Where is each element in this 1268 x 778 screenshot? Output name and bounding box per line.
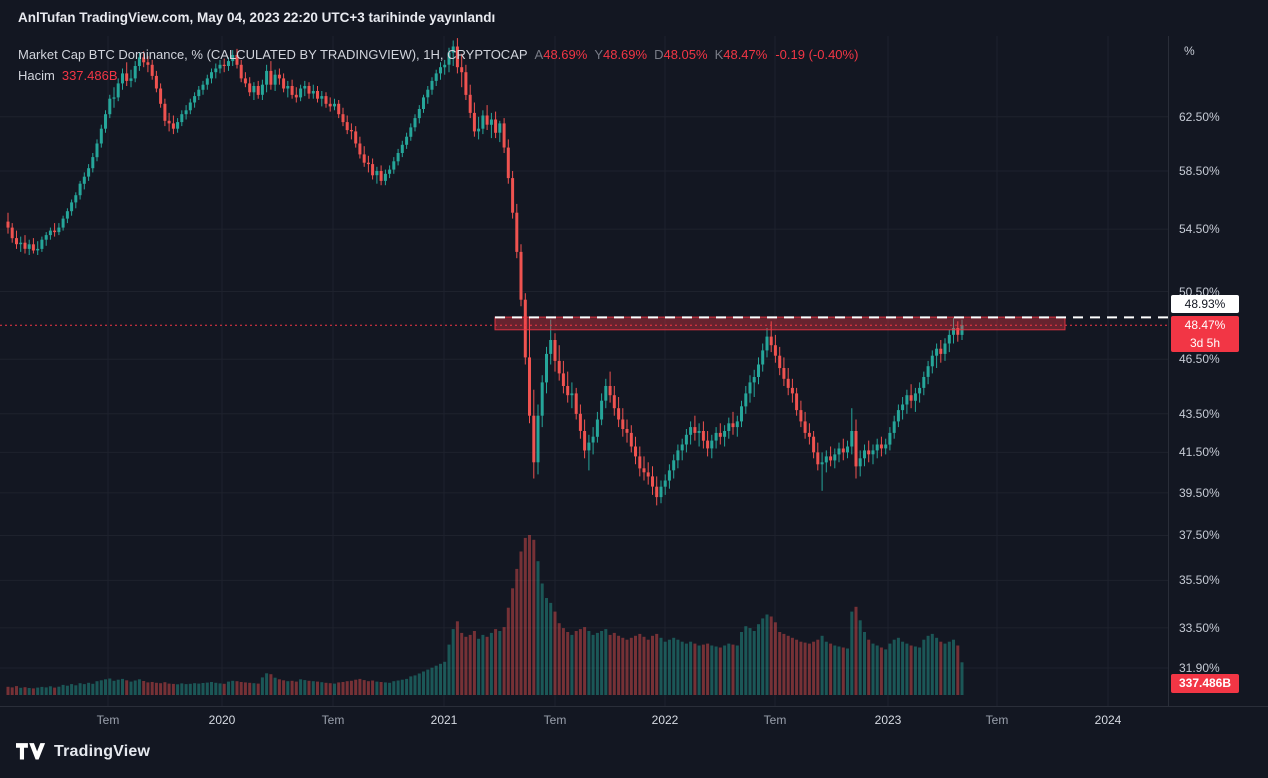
candlesticks bbox=[6, 38, 964, 506]
price-tick-label: 58.50% bbox=[1179, 164, 1220, 178]
price-tick-label: 31.90% bbox=[1179, 661, 1220, 675]
ohlc-value: 48.47% bbox=[723, 47, 768, 62]
time-tick-label: 2024 bbox=[1094, 713, 1122, 727]
volume-axis-text: 337.486B bbox=[1178, 676, 1232, 690]
time-scale-separator bbox=[0, 706, 1268, 707]
price-tick-label: 33.50% bbox=[1179, 621, 1220, 635]
legend-ohlc-values: A48.69% Y48.69% D48.05% K48.47% bbox=[528, 47, 768, 62]
ohlc-label: D bbox=[654, 47, 664, 62]
time-tick-label: 2021 bbox=[430, 713, 458, 727]
chart-legend: Market Cap BTC Dominance, % (CALCULATED … bbox=[18, 44, 858, 86]
ohlc-label: A bbox=[534, 47, 544, 62]
footer-brand[interactable]: TradingView bbox=[16, 742, 150, 761]
legend-line-symbol: Market Cap BTC Dominance, % (CALCULATED … bbox=[18, 44, 858, 65]
grid-lines bbox=[0, 36, 1168, 706]
volume-indicator-title[interactable]: Hacim bbox=[18, 68, 55, 83]
last-price-text: 48.47% bbox=[1184, 318, 1226, 332]
price-tick-label: 37.50% bbox=[1179, 528, 1220, 542]
price-tick-label: 54.50% bbox=[1179, 222, 1220, 236]
time-tick-label: Tem bbox=[763, 713, 787, 727]
volume-bars bbox=[6, 535, 964, 695]
bar-countdown-text: 3d 5h bbox=[1189, 336, 1221, 350]
time-tick-label: Tem bbox=[543, 713, 567, 727]
legend-change: -0.19 (-0.40%) bbox=[775, 47, 859, 62]
price-tick-label: 35.50% bbox=[1179, 573, 1220, 587]
time-tick-label: Tem bbox=[96, 713, 120, 727]
ohlc-label: Y bbox=[594, 47, 603, 62]
alert-price-label[interactable]: 48.93% bbox=[1171, 295, 1239, 313]
price-tick-label: 41.50% bbox=[1179, 445, 1220, 459]
publication-text: AnlTufan TradingView.com, May 04, 2023 2… bbox=[18, 10, 496, 25]
volume-axis-label: 337.486B bbox=[1171, 674, 1239, 693]
price-scale-separator bbox=[1168, 36, 1169, 706]
symbol-title[interactable]: Market Cap BTC Dominance, % (CALCULATED … bbox=[18, 47, 528, 62]
resistance-zone bbox=[494, 316, 1066, 331]
time-tick-label: Tem bbox=[321, 713, 345, 727]
price-tick-label: 39.50% bbox=[1179, 486, 1220, 500]
tradingview-brand-text: TradingView bbox=[54, 742, 151, 760]
time-tick-label: Tem bbox=[985, 713, 1009, 727]
price-scale-unit: % bbox=[1184, 44, 1195, 58]
tradingview-logo-icon bbox=[16, 743, 46, 760]
price-tick-label: 46.50% bbox=[1179, 352, 1220, 366]
price-tick-label: 43.50% bbox=[1179, 407, 1220, 421]
time-tick-label: 2023 bbox=[874, 713, 902, 727]
last-price-label: 48.47% 3d 5h bbox=[1171, 316, 1239, 352]
legend-line-volume: Hacim 337.486B bbox=[18, 65, 858, 86]
volume-indicator-value: 337.486B bbox=[61, 68, 118, 83]
ohlc-label: K bbox=[714, 47, 724, 62]
time-tick-label: 2020 bbox=[208, 713, 236, 727]
ohlc-value: 48.69% bbox=[543, 47, 588, 62]
price-tick-label: 62.50% bbox=[1179, 110, 1220, 124]
publication-header: AnlTufan TradingView.com, May 04, 2023 2… bbox=[18, 10, 495, 25]
ohlc-value: 48.05% bbox=[663, 47, 708, 62]
ohlc-value: 48.69% bbox=[602, 47, 648, 62]
alert-price-text: 48.93% bbox=[1184, 297, 1226, 311]
time-tick-label: 2022 bbox=[651, 713, 679, 727]
